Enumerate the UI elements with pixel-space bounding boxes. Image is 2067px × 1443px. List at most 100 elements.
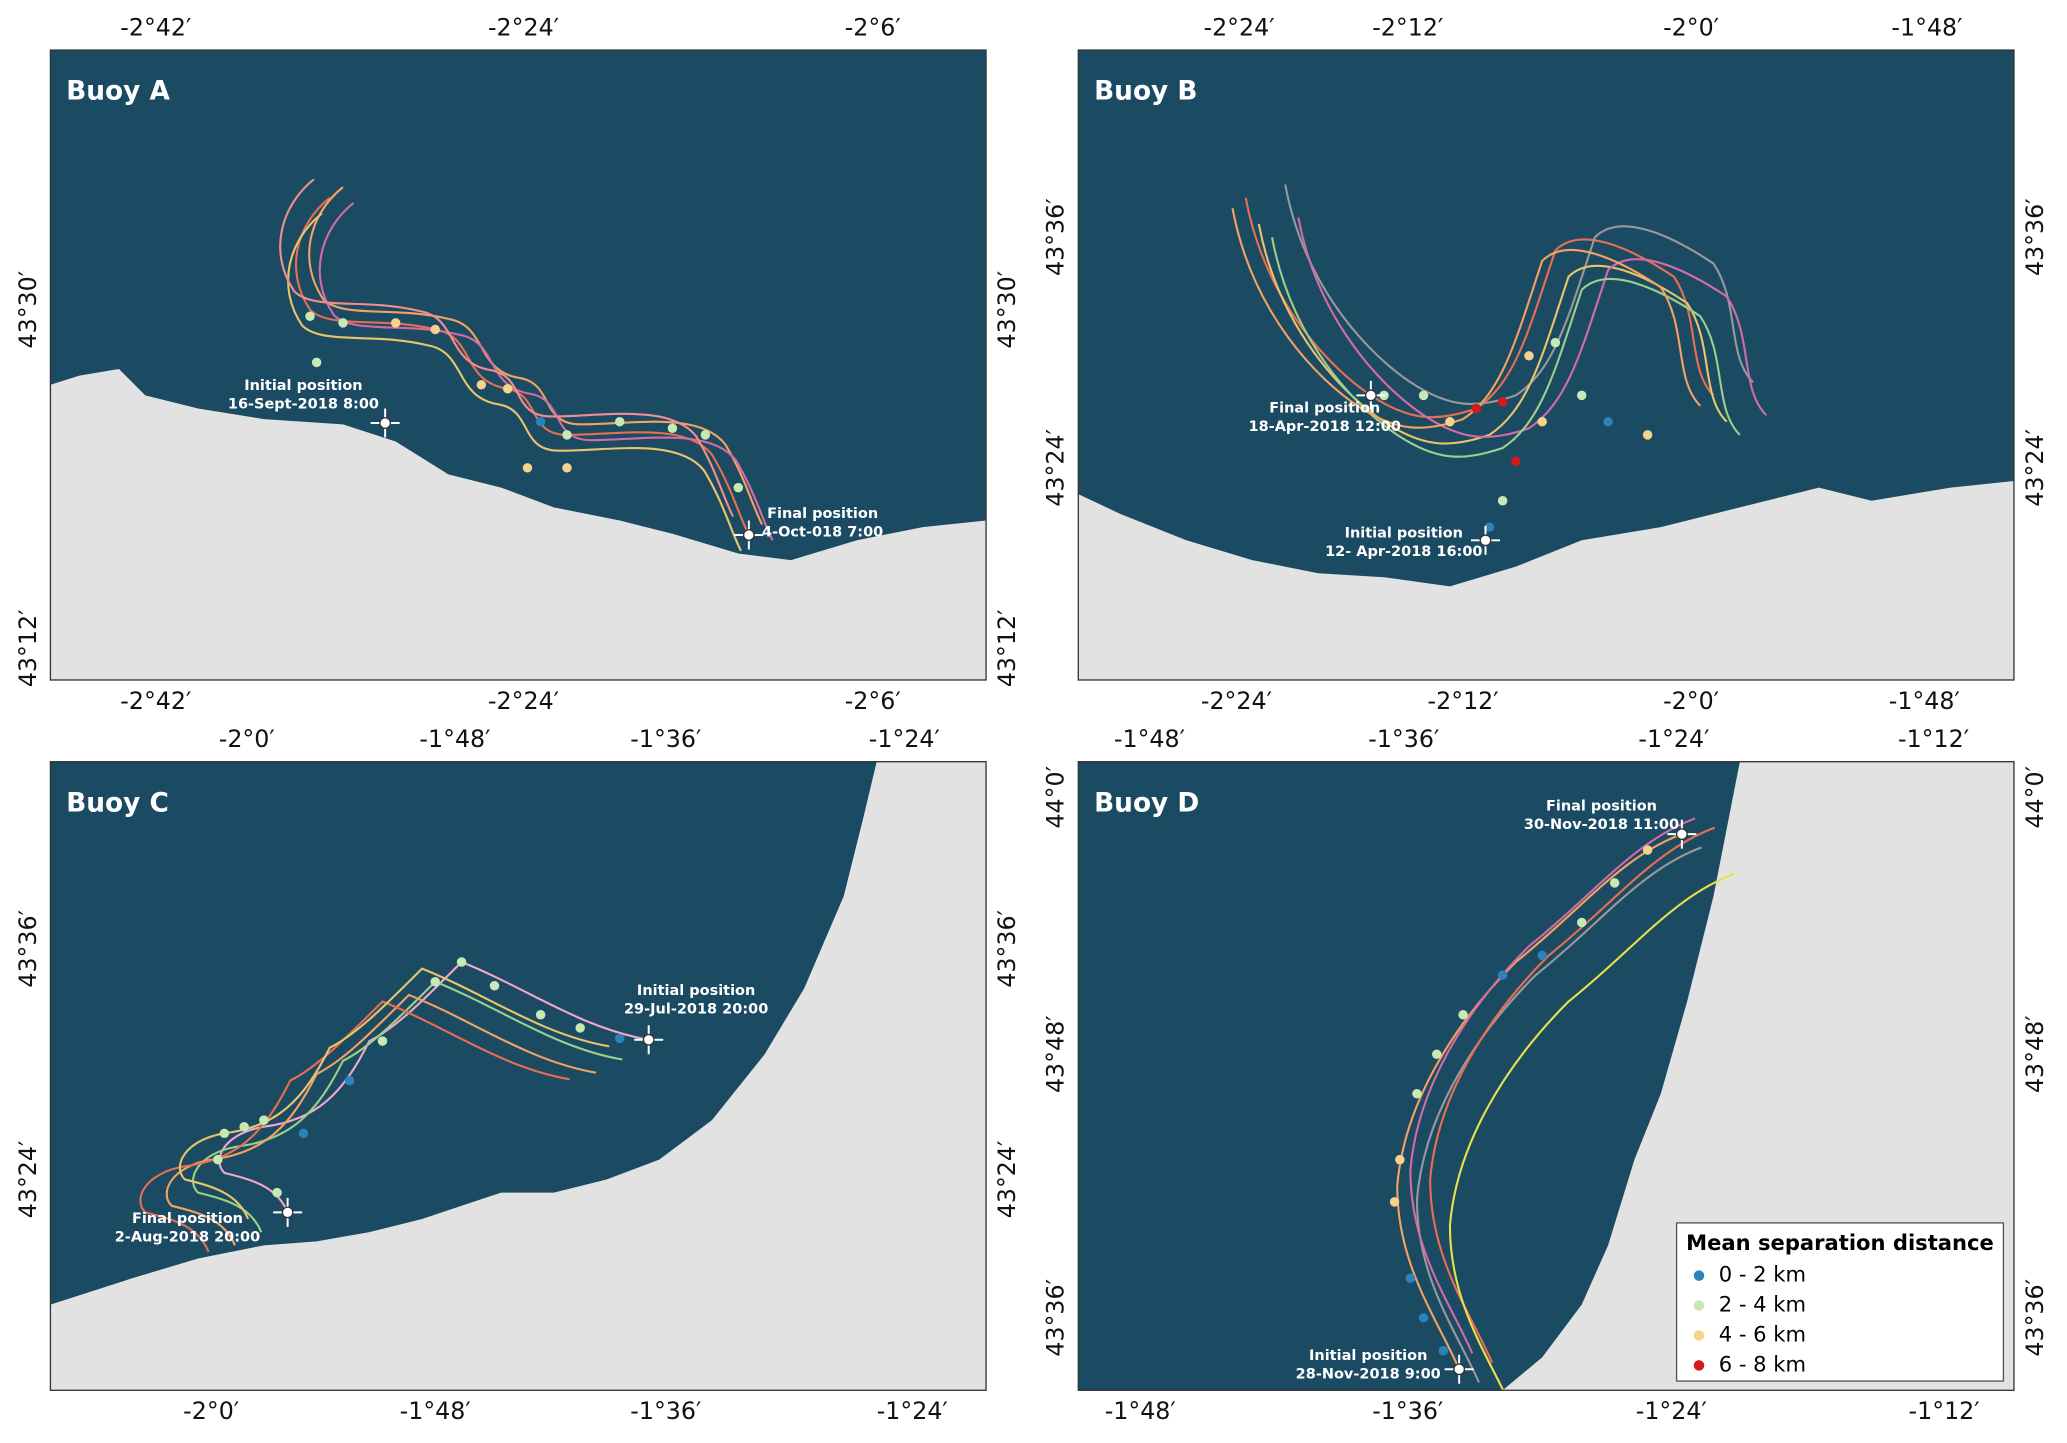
- position-marker: [1364, 389, 1377, 402]
- land: [50, 368, 987, 680]
- legend-label: 4 - 6 km: [1719, 1321, 1806, 1346]
- trajectory-dot: [430, 324, 440, 335]
- x-tick-label: -1°12′: [1898, 725, 1969, 753]
- y-tick-label: 44°0′: [1042, 766, 1070, 829]
- position-marker: [379, 417, 392, 429]
- x-tick-label: -2°24′: [1201, 687, 1272, 715]
- trajectory-dot: [575, 1023, 585, 1033]
- panel-a-map: [50, 50, 987, 680]
- trajectory-dot: [1497, 970, 1508, 980]
- x-tick-label: -2°12′: [1428, 687, 1499, 715]
- x-tick-label: -2°42′: [120, 687, 191, 715]
- y-tick-label: 43°12′: [14, 610, 42, 688]
- panel-title: Buoy A: [66, 77, 170, 107]
- legend-title: Mean separation distance: [1686, 1230, 1994, 1255]
- trajectory-dot: [1576, 390, 1587, 401]
- panel-title: Buoy B: [1094, 77, 1197, 107]
- trajectory-dot: [535, 1009, 546, 1020]
- y-tick-label: 43°12′: [993, 610, 1021, 688]
- x-tick-label: -1°24′: [869, 725, 940, 753]
- position-label: Final position: [767, 506, 878, 522]
- y-tick-label: 43°36′: [2021, 198, 2049, 276]
- x-tick-label: -2°0′: [1663, 13, 1719, 41]
- panel-title: Buoy C: [66, 788, 169, 818]
- legend-marker: [1693, 1360, 1705, 1371]
- trajectory-dot: [1438, 1346, 1449, 1356]
- trajectory-dot: [1418, 1313, 1429, 1323]
- position-marker: [281, 1206, 294, 1219]
- legend-label: 0 - 2 km: [1719, 1262, 1806, 1287]
- y-tick-label: 43°36′: [1042, 198, 1070, 276]
- x-tick-label: -1°24′: [1638, 725, 1709, 753]
- trajectory-dot: [1511, 456, 1521, 466]
- trajectory-dot: [522, 463, 533, 473]
- position-label: 18-Apr-2018 12:00: [1249, 419, 1401, 435]
- position-label: Final position: [1269, 401, 1380, 417]
- trajectory-dot: [1497, 397, 1508, 407]
- trajectory-dot: [502, 384, 513, 394]
- y-tick-label: 43°24′: [1042, 429, 1070, 507]
- trajectory-dot: [1405, 1273, 1416, 1284]
- land: [50, 761, 987, 1391]
- trajectory-dot: [562, 430, 572, 440]
- position-label: Final position: [1546, 798, 1657, 814]
- trajectory-dot: [1484, 522, 1495, 532]
- position-marker: [642, 1033, 655, 1046]
- position-label: 29-Jul-2018 20:00: [624, 1001, 768, 1017]
- position-marker: [1453, 1363, 1466, 1376]
- x-tick-label: -1°12′: [1909, 1397, 1980, 1425]
- y-tick-label: 44°0′: [2021, 766, 2049, 829]
- y-tick-label: 43°48′: [1042, 1015, 1070, 1093]
- x-tick-label: -2°6′: [845, 13, 901, 41]
- y-tick-label: 43°30′: [993, 271, 1021, 349]
- position-label: Final position: [132, 1211, 243, 1227]
- trajectory-dot: [700, 430, 711, 440]
- y-tick-label: 43°48′: [2021, 1015, 2049, 1093]
- x-tick-label: -1°48′: [1114, 725, 1185, 753]
- trajectory-dot: [430, 977, 440, 987]
- trajectory-dot: [344, 1075, 355, 1086]
- trajectory-dot: [338, 318, 348, 328]
- trajectory-dot: [489, 980, 500, 991]
- x-tick-label: -2°24′: [488, 13, 559, 41]
- trajectory-dot: [1412, 1089, 1422, 1099]
- x-tick-label: -2°0′: [1663, 687, 1719, 715]
- trajectory-dot: [219, 1128, 230, 1139]
- trajectory-dot: [259, 1115, 269, 1125]
- position-label: 2-Aug-2018 20:00: [115, 1229, 260, 1245]
- trajectory-dot: [1395, 1154, 1405, 1165]
- x-tick-label: -1°24′: [1636, 1397, 1707, 1425]
- trajectory-dot: [239, 1121, 249, 1132]
- trajectory-dot: [1432, 1049, 1442, 1059]
- position-label: Initial position: [1345, 526, 1463, 542]
- trajectory-dot: [377, 1036, 388, 1046]
- position-label: Initial position: [1309, 1348, 1427, 1364]
- position-label: 30-Nov-2018 11:00: [1524, 817, 1679, 833]
- trajectory-dot: [733, 482, 744, 493]
- position-label: 4-Oct-018 7:00: [762, 524, 883, 540]
- frames: [49, 49, 2015, 1391]
- x-tick-label: -1°48′: [400, 1397, 471, 1425]
- x-tick-label: -1°24′: [877, 1397, 948, 1425]
- x-tick-label: -2°0′: [219, 725, 275, 753]
- position-marker: [1479, 534, 1492, 547]
- position-marker: [1675, 828, 1688, 841]
- panel-title: Buoy D: [1094, 788, 1199, 818]
- y-tick-label: 43°24′: [993, 1141, 1021, 1219]
- trajectory-dot: [456, 957, 467, 967]
- trajectory-dot: [667, 423, 678, 434]
- x-tick-label: -1°36′: [630, 1397, 701, 1425]
- x-tick-label: -1°48′: [1105, 1397, 1176, 1425]
- y-tick-label: 43°36′: [1042, 1279, 1070, 1357]
- position-label: 12- Apr-2018 16:00: [1325, 544, 1482, 560]
- legend-marker: [1693, 1300, 1705, 1311]
- y-tick-label: 43°36′: [993, 910, 1021, 988]
- y-tick-label: 43°24′: [2021, 429, 2049, 507]
- trajectory-dot: [1389, 1197, 1400, 1207]
- trajectory-dot: [305, 311, 315, 322]
- trajectory-dot: [272, 1187, 282, 1198]
- trajectory-dot: [1418, 390, 1429, 401]
- trajectory-dot: [1537, 950, 1547, 961]
- trajectory-dot: [1458, 1009, 1468, 1020]
